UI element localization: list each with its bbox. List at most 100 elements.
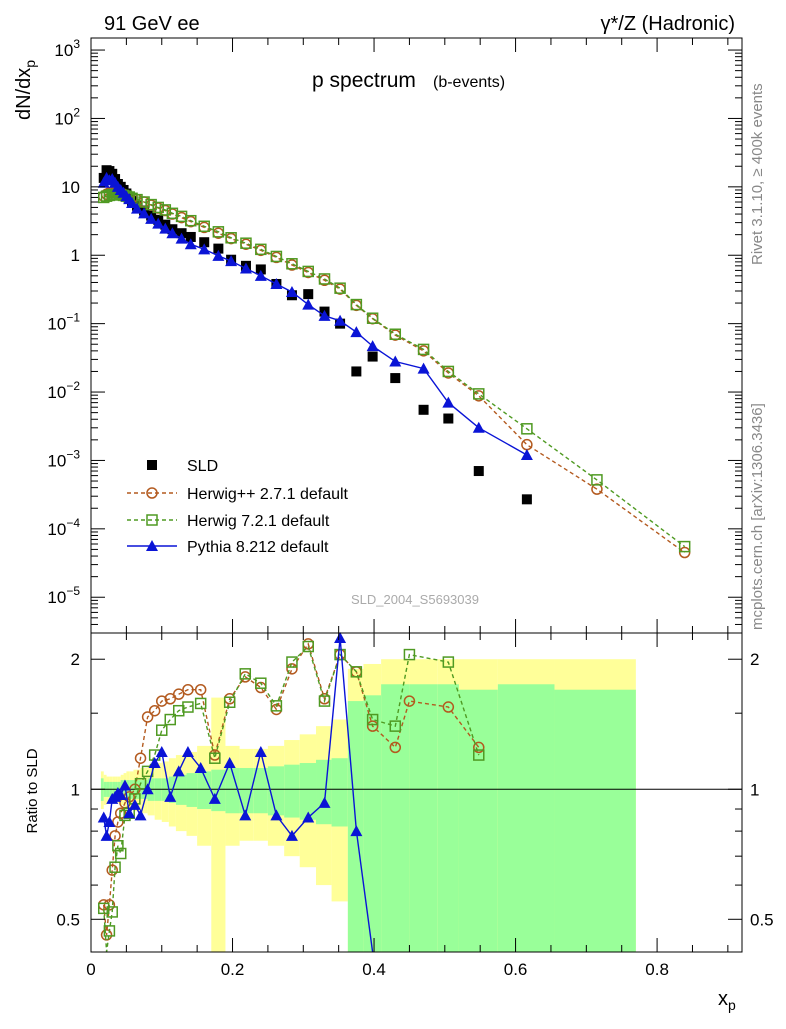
data-point-s0 [199, 237, 210, 248]
series-line-3 [103, 176, 528, 456]
ratio-point-s1 [334, 648, 346, 661]
ratio-point-s2 [97, 811, 110, 823]
ratio-point-s1 [239, 668, 252, 680]
ratio-point-s2 [118, 779, 131, 791]
ratio-point-s0 [106, 864, 118, 876]
data-point-s3 [225, 255, 238, 267]
data-point-s2 [366, 312, 379, 324]
data-point-s2 [302, 265, 314, 278]
ratio-point-s1 [350, 666, 363, 678]
data-point-s3 [302, 298, 315, 310]
ratio-point-s2 [181, 745, 194, 757]
ratio-ylabel: Ratio to SLD [24, 748, 41, 833]
ratio-point-s0 [194, 683, 207, 696]
sld-band-stat [239, 767, 254, 814]
sld-band-stat [175, 774, 187, 805]
ratio-point-s0 [156, 695, 168, 707]
legend-entry-herwigpp: Herwig++ 2.7.1 default [127, 486, 349, 503]
y-tick-label: 103 [54, 37, 80, 60]
data-point-s2 [166, 207, 179, 220]
data-point-s3 [184, 238, 197, 250]
data-point-s0 [303, 289, 314, 300]
ratio-panel-plot [97, 631, 485, 953]
ratio-point-s1 [302, 640, 314, 653]
ratio-point-s2 [164, 790, 177, 802]
ratio-point-s1 [255, 677, 267, 689]
sld-band-stat [225, 767, 240, 814]
data-point-s2 [152, 201, 164, 214]
ratio-point-s0 [442, 701, 455, 713]
legend-entry-sld: SLD [147, 458, 218, 475]
data-point-s3 [126, 197, 139, 209]
header-left: 91 GeV ee [104, 13, 200, 35]
data-point-s3 [389, 355, 402, 367]
sld-band-stat [316, 759, 332, 825]
data-point-s3 [472, 421, 485, 433]
data-point-s3 [138, 207, 151, 219]
ratio-point-s2 [334, 631, 347, 643]
x-axis-label: xp [718, 988, 736, 1013]
ratio-point-s2 [100, 829, 113, 841]
data-point-s2 [185, 214, 197, 227]
data-point-s0 [521, 494, 532, 505]
ratio-point-s0 [182, 683, 194, 696]
ratio-point-s1 [112, 839, 124, 852]
rivet-label: Rivet 3.1.10, ≥ 400k events [749, 83, 766, 265]
ratio-bands [91, 659, 742, 952]
ratio-point-s1 [164, 713, 177, 726]
ratio-point-s1 [366, 713, 379, 726]
ratio-point-s2 [194, 761, 207, 773]
legend-entry-pythia: Pythia 8.212 default [127, 539, 329, 556]
sld-band-stat [437, 684, 459, 952]
ratio-point-s1 [103, 925, 116, 937]
data-point-s2 [225, 232, 237, 244]
svg-text:dN/dxp: dN/dxp [13, 60, 38, 120]
ratio-point-s1 [270, 700, 283, 712]
main-panel-plot [97, 165, 691, 559]
ratio-point-s0 [100, 929, 113, 941]
main-ylabel: dN/dxp [13, 60, 38, 120]
data-point-s3 [145, 212, 158, 224]
ratio-point-s0 [403, 695, 416, 707]
x-tick-label: 0.8 [645, 960, 669, 979]
data-point-s0 [255, 264, 266, 275]
sld-band-stat [267, 766, 285, 816]
ratio-line-1 [103, 645, 480, 953]
chart-title: p spectrum [312, 69, 416, 92]
data-point-s2 [198, 220, 210, 233]
ratio-point-s1 [114, 847, 127, 860]
data-point-s0 [443, 413, 454, 424]
y-tick-label: 10−1 [47, 311, 80, 334]
chart-subtitle: (b-events) [433, 74, 505, 91]
svg-text:SLD: SLD [187, 458, 218, 475]
ratio-point-s0 [134, 752, 147, 764]
ratio-point-s1 [318, 695, 331, 707]
ratio-point-s2 [239, 809, 252, 821]
svg-text:Herwig++ 2.7.1 default: Herwig++ 2.7.1 default [187, 486, 349, 503]
ratio-point-s1 [389, 720, 402, 732]
ratio-point-s0 [114, 807, 127, 819]
data-point-s2 [521, 423, 533, 435]
ratio-y-tick-label: 0.5 [56, 910, 80, 929]
ratio-y-tick-label-right: 0.5 [750, 910, 774, 929]
ratio-point-s1 [156, 724, 168, 736]
y-tick-label: 10−5 [47, 584, 80, 607]
data-point-s2 [591, 474, 603, 486]
ratio-point-s2 [318, 796, 331, 808]
data-point-s3 [270, 277, 283, 289]
data-point-s3 [285, 286, 298, 298]
ratio-point-s1 [194, 697, 207, 710]
sld-band-stat [409, 684, 438, 952]
data-point-s0 [213, 243, 224, 254]
data-point-s1 [521, 438, 533, 451]
ratio-point-s1 [223, 696, 236, 709]
ratio-point-s2 [128, 798, 141, 810]
ratio-y-tick-label-right: 1 [750, 780, 759, 799]
ratio-point-s1 [209, 752, 221, 764]
data-point-s2 [678, 540, 691, 553]
y-tick-label: 1 [71, 246, 80, 265]
x-tick-label: 0.6 [504, 960, 528, 979]
data-point-s3 [175, 232, 188, 244]
data-point-s3 [239, 262, 252, 274]
